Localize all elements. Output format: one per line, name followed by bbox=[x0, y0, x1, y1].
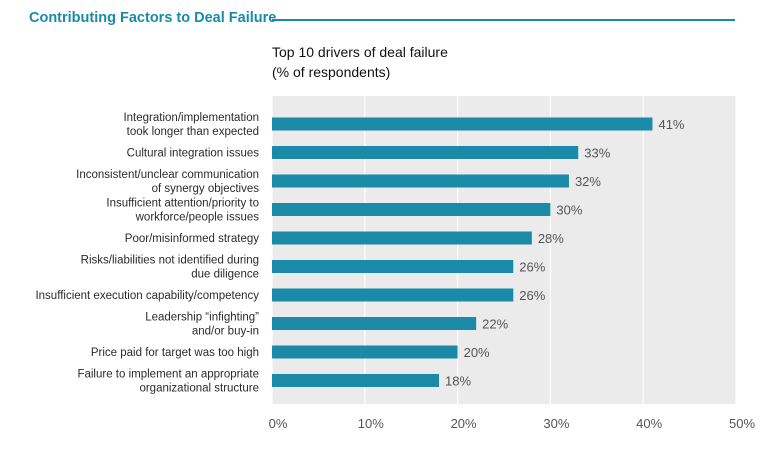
bar bbox=[272, 288, 514, 302]
x-tick-label: 40% bbox=[636, 416, 662, 431]
category-label: and/or buy-in bbox=[192, 326, 259, 338]
x-tick-label: 0% bbox=[269, 416, 288, 431]
data-label: 26% bbox=[519, 288, 545, 303]
category-label: Integration/implementation bbox=[123, 112, 259, 124]
category-label: organizational structure bbox=[139, 383, 259, 395]
data-label: 41% bbox=[658, 117, 684, 132]
bar bbox=[272, 203, 551, 216]
bar bbox=[272, 117, 653, 131]
x-tick-label: 10% bbox=[358, 416, 384, 431]
category-label: Poor/misinformed strategy bbox=[125, 233, 259, 245]
category-label: took longer than expected bbox=[127, 126, 259, 138]
data-label: 30% bbox=[556, 203, 582, 218]
subtitle-line-2: (% of respondents) bbox=[272, 64, 391, 80]
data-label: 32% bbox=[575, 174, 601, 189]
chart-subtitle: Top 10 drivers of deal failure (% of res… bbox=[272, 42, 572, 82]
category-label: Failure to implement an appropriate bbox=[77, 369, 259, 381]
bar bbox=[272, 374, 440, 387]
category-label: Cultural integration issues bbox=[127, 148, 260, 160]
category-label: Insufficient execution capability/compet… bbox=[35, 290, 259, 302]
category-label: of synergy objectives bbox=[152, 183, 260, 195]
data-label: 33% bbox=[584, 146, 610, 161]
subtitle-line-1: Top 10 drivers of deal failure bbox=[272, 44, 448, 60]
category-label: Insufficient attention/priority to bbox=[106, 198, 259, 210]
category-label: due diligence bbox=[191, 269, 259, 281]
x-tick-label: 50% bbox=[729, 416, 755, 431]
bar bbox=[272, 260, 514, 273]
x-tick-label: 30% bbox=[543, 416, 569, 431]
x-tick-label: 20% bbox=[451, 416, 477, 431]
heading-rule bbox=[272, 19, 735, 21]
category-label: workforce/people issues bbox=[135, 212, 260, 224]
data-label: 28% bbox=[538, 231, 564, 246]
bar bbox=[272, 317, 477, 330]
category-label: Risks/liabilities not identified during bbox=[81, 255, 259, 267]
data-label: 18% bbox=[445, 374, 471, 389]
data-label: 20% bbox=[464, 345, 490, 360]
category-label: Inconsistent/unclear communication bbox=[76, 169, 259, 181]
bar bbox=[272, 174, 569, 188]
bar bbox=[272, 345, 458, 359]
chart-heading: Contributing Factors to Deal Failure bbox=[29, 10, 277, 26]
category-label: Price paid for target was too high bbox=[91, 347, 259, 359]
bar bbox=[272, 231, 532, 245]
data-label: 22% bbox=[482, 317, 508, 332]
bar bbox=[272, 146, 579, 159]
category-label: Leadership “infighting” bbox=[145, 312, 259, 324]
data-label: 26% bbox=[519, 260, 545, 275]
